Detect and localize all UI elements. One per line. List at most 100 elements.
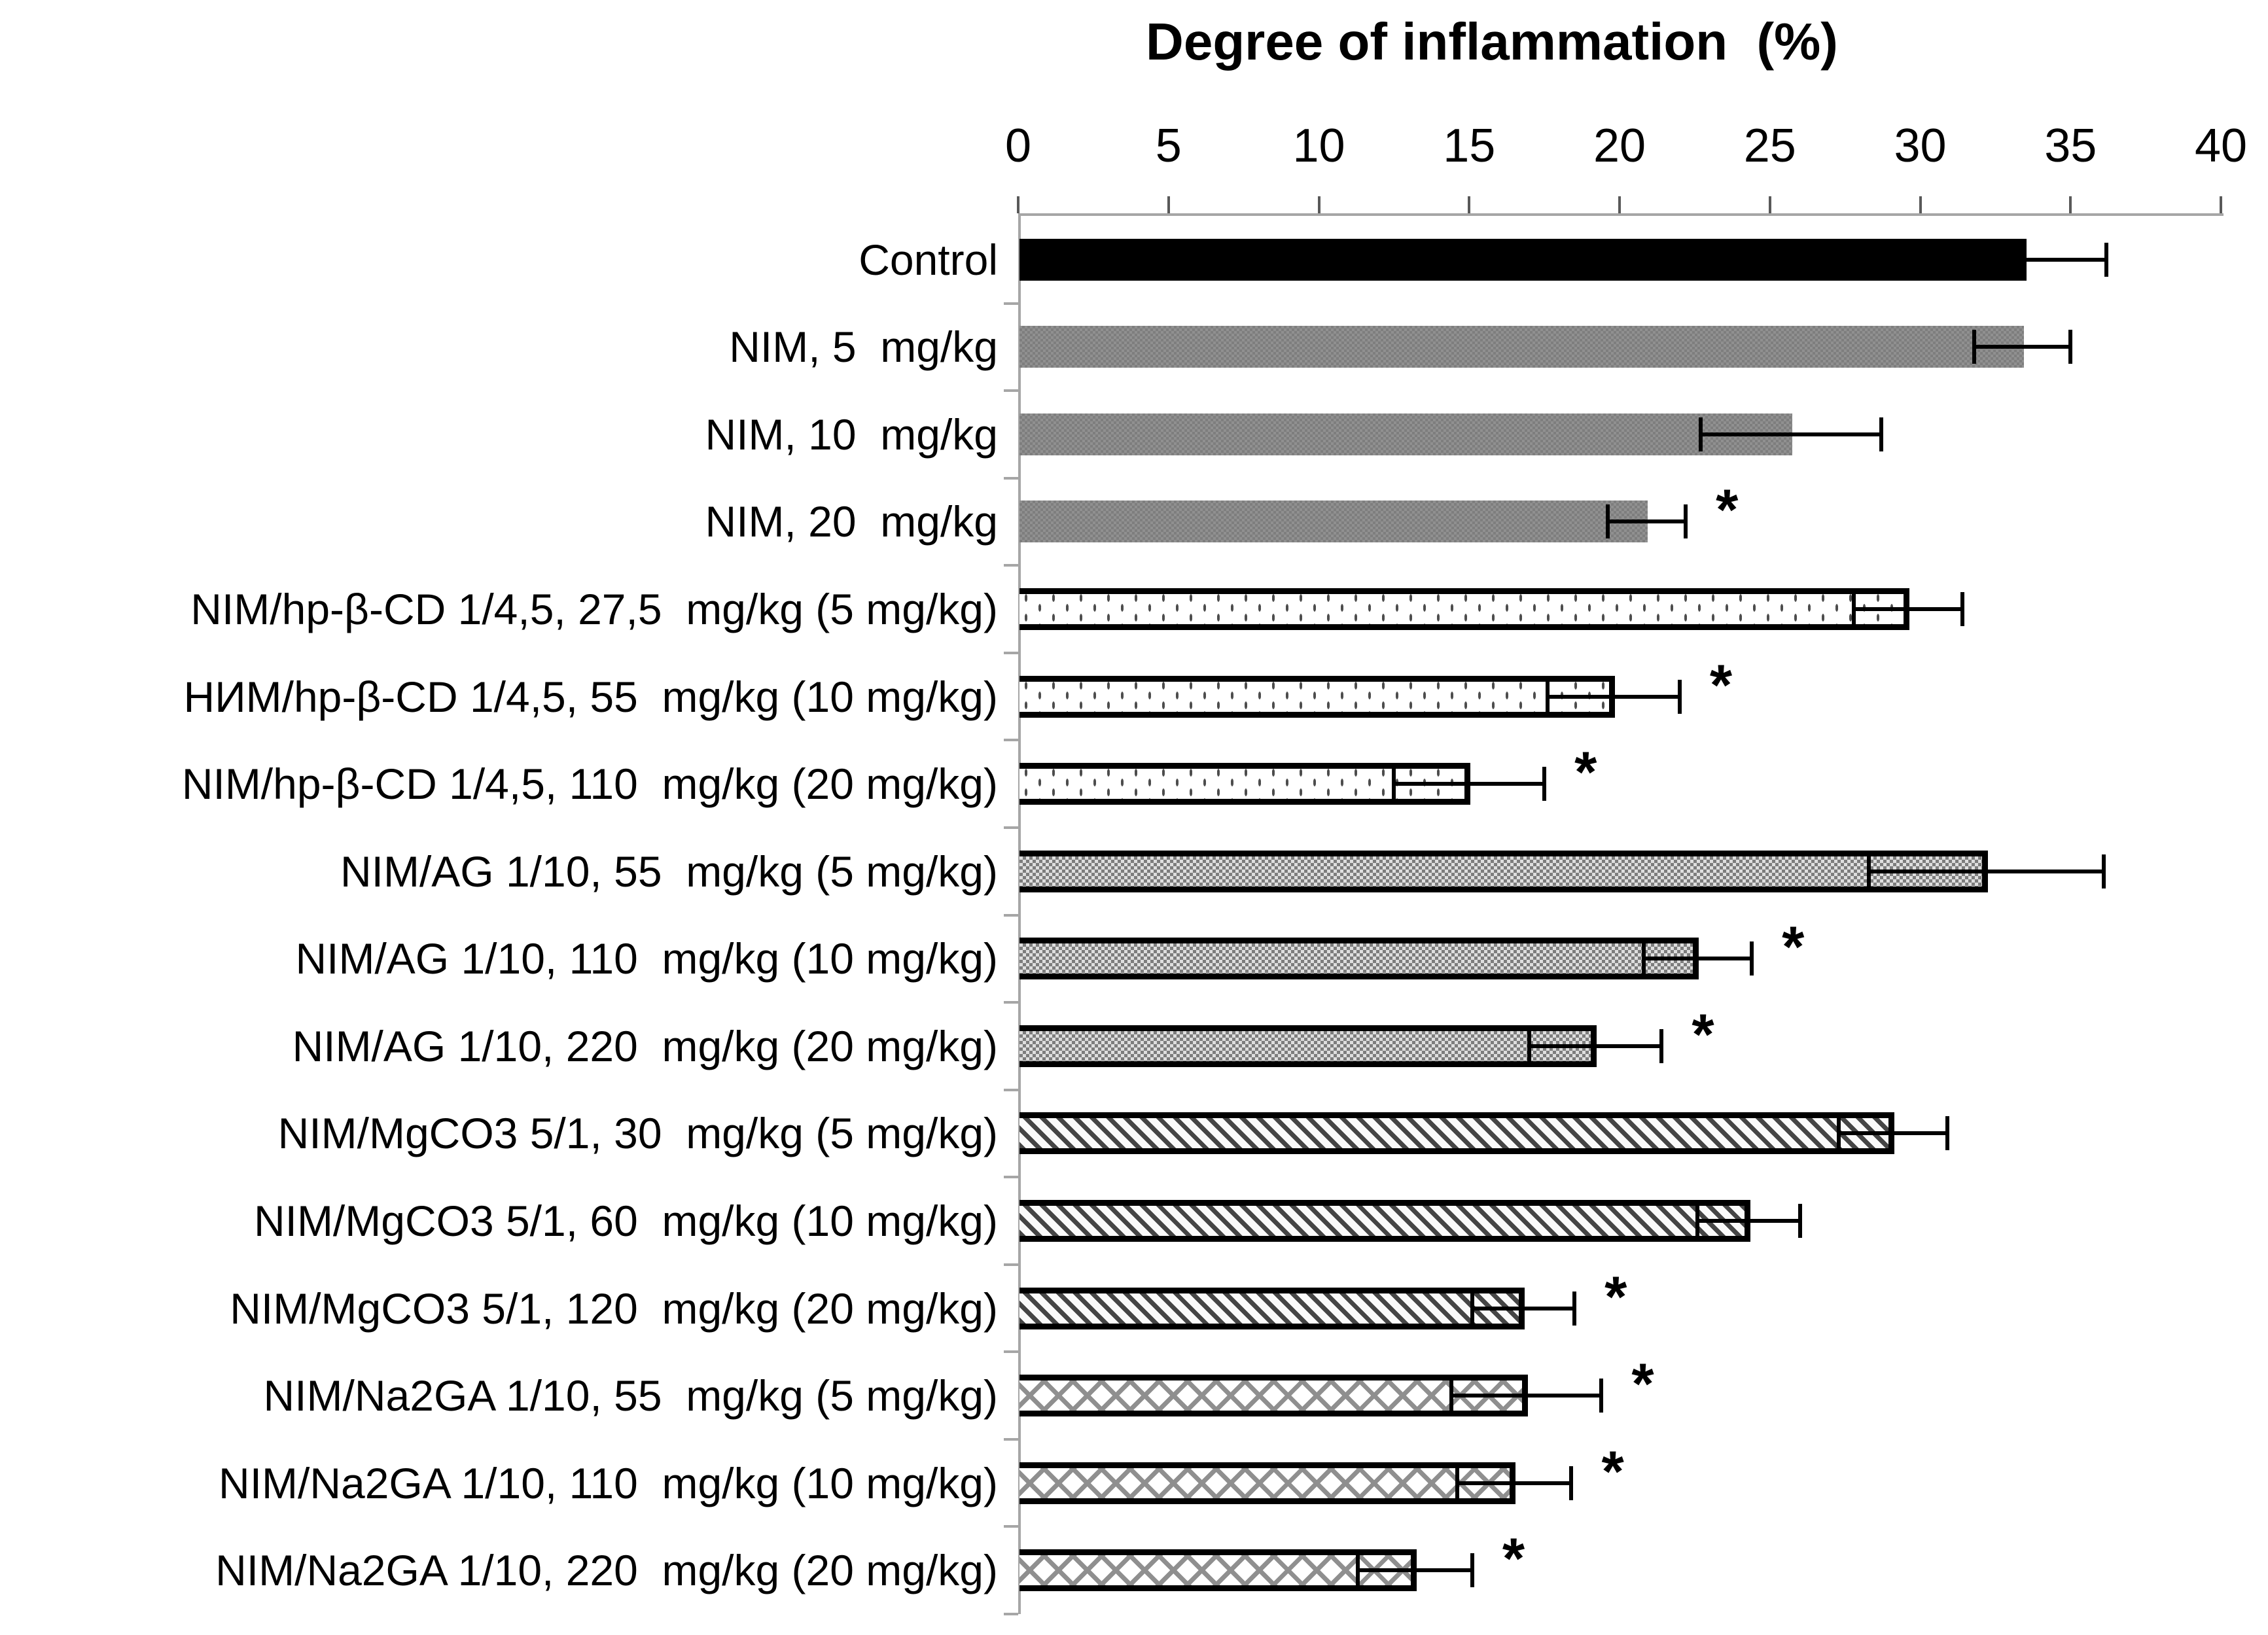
error-bar-cap-right xyxy=(1659,1028,1664,1063)
bar xyxy=(1019,675,1615,718)
bar xyxy=(1019,501,1648,543)
category-separator-tick xyxy=(1004,1525,1018,1528)
significance-asterisk: * xyxy=(1601,1438,1624,1503)
error-bar xyxy=(1854,607,1962,612)
x-tick-label: 25 xyxy=(1743,120,1796,172)
category-separator-tick xyxy=(1004,389,1018,393)
x-axis-line xyxy=(1018,213,2224,216)
significance-asterisk: * xyxy=(1709,652,1733,717)
error-bar-cap-right xyxy=(1960,592,1964,627)
error-bar-cap-left xyxy=(1867,854,1871,888)
error-bar xyxy=(1472,1306,1575,1310)
x-tick-label: 35 xyxy=(2044,120,2097,172)
category-separator-tick xyxy=(1004,1350,1018,1354)
significance-asterisk: * xyxy=(1692,1001,1714,1066)
error-bar-cap-left xyxy=(1695,1203,1700,1238)
x-tick-label: 30 xyxy=(1894,120,1947,172)
category-separator-tick xyxy=(1004,1176,1018,1179)
bar xyxy=(1019,1549,1417,1592)
error-bar-cap-right xyxy=(2068,330,2073,364)
bar xyxy=(1019,1199,1750,1242)
x-tick-label: 40 xyxy=(2194,120,2248,172)
error-bar xyxy=(1643,957,1752,961)
x-tick-label: 20 xyxy=(1593,120,1646,172)
error-bar xyxy=(1944,257,2107,262)
error-bar-cap-right xyxy=(1677,679,1682,714)
error-bar xyxy=(1358,1568,1472,1573)
chart-title: Degree of inflammation (%) xyxy=(1146,12,1838,71)
error-bar xyxy=(1529,1044,1662,1048)
error-bar-cap-right xyxy=(1684,504,1688,539)
category-label: NIM/Na2GA 1/10, 220 mg/kg (20 mg/kg) xyxy=(215,1546,998,1595)
y-axis-line xyxy=(1018,213,1021,1614)
category-separator-tick xyxy=(1004,1613,1018,1615)
error-bar-cap-right xyxy=(1569,1466,1574,1500)
error-bar xyxy=(1607,519,1686,524)
error-bar-cap-left xyxy=(1545,679,1550,714)
error-bar-cap-left xyxy=(1455,1466,1459,1500)
category-separator-tick xyxy=(1004,564,1018,567)
significance-asterisk: * xyxy=(1782,914,1805,979)
error-bar-cap-left xyxy=(1449,1379,1453,1413)
category-separator-tick xyxy=(1004,302,1018,305)
category-separator-tick xyxy=(1004,651,1018,654)
error-bar xyxy=(1697,1218,1800,1223)
x-tick-mark xyxy=(1618,196,1621,213)
bar xyxy=(1019,1375,1528,1417)
significance-asterisk: * xyxy=(1631,1351,1654,1416)
error-bar-cap-right xyxy=(1879,417,1883,451)
category-label: NIM/MgCO3 5/1, 30 mg/kg (5 mg/kg) xyxy=(277,1109,998,1158)
error-bar-cap-right xyxy=(1599,1379,1604,1413)
category-label: NIM/AG 1/10, 220 mg/kg (20 mg/kg) xyxy=(292,1021,998,1070)
category-separator-tick xyxy=(1004,476,1018,480)
x-tick-label: 10 xyxy=(1292,120,1345,172)
x-tick-mark xyxy=(2069,196,2072,213)
significance-asterisk: * xyxy=(1604,1263,1627,1329)
error-bar-cap-right xyxy=(1542,767,1547,801)
bar xyxy=(1019,588,1910,631)
error-bar-cap-left xyxy=(1605,504,1610,539)
error-bar xyxy=(1451,1394,1602,1398)
error-bar-cap-left xyxy=(1699,417,1703,451)
bar xyxy=(1019,326,2024,368)
error-bar-cap-left xyxy=(1470,1291,1474,1326)
error-bar xyxy=(1457,1481,1572,1485)
error-bar xyxy=(1701,432,1881,436)
category-separator-tick xyxy=(1004,913,1018,917)
significance-asterisk: * xyxy=(1574,739,1597,805)
category-separator-tick xyxy=(1004,1437,1018,1441)
x-tick-mark xyxy=(2220,196,2222,213)
category-label: NIM/AG 1/10, 55 mg/kg (5 mg/kg) xyxy=(340,847,998,896)
error-bar-cap-left xyxy=(1972,330,1977,364)
category-label: NIM/Na2GA 1/10, 55 mg/kg (5 mg/kg) xyxy=(263,1371,998,1420)
error-bar-cap-left xyxy=(1942,242,1947,277)
x-tick-mark xyxy=(1317,196,1320,213)
error-bar-cap-right xyxy=(1470,1553,1474,1588)
category-label: Control xyxy=(859,235,998,284)
category-label: NIM/AG 1/10, 110 mg/kg (10 mg/kg) xyxy=(295,934,998,983)
bar xyxy=(1019,1025,1597,1067)
x-tick-mark xyxy=(1167,196,1170,213)
category-label: NIM/MgCO3 5/1, 60 mg/kg (10 mg/kg) xyxy=(253,1196,998,1245)
category-label: NIM/MgCO3 5/1, 120 mg/kg (20 mg/kg) xyxy=(230,1284,998,1333)
bar xyxy=(1019,413,1792,455)
error-bar xyxy=(1547,694,1680,699)
error-bar-cap-right xyxy=(1798,1203,1802,1238)
significance-asterisk: * xyxy=(1716,477,1739,542)
category-separator-tick xyxy=(1004,826,1018,829)
category-label: NIM, 10 mg/kg xyxy=(705,410,998,459)
x-tick-mark xyxy=(1468,196,1471,213)
bar xyxy=(1019,1287,1525,1329)
error-bar xyxy=(1869,869,2104,873)
error-bar-cap-right xyxy=(2101,854,2106,888)
error-bar-cap-left xyxy=(1852,592,1856,627)
error-bar xyxy=(1839,1131,1947,1136)
error-bar-cap-right xyxy=(1945,1116,1949,1151)
error-bar-cap-right xyxy=(2104,242,2109,277)
error-bar-cap-left xyxy=(1641,941,1646,976)
x-tick-label: 15 xyxy=(1443,120,1496,172)
error-bar-cap-left xyxy=(1527,1028,1532,1063)
category-label: NIM/Na2GA 1/10, 110 mg/kg (10 mg/kg) xyxy=(219,1458,998,1507)
error-bar-cap-right xyxy=(1750,941,1754,976)
